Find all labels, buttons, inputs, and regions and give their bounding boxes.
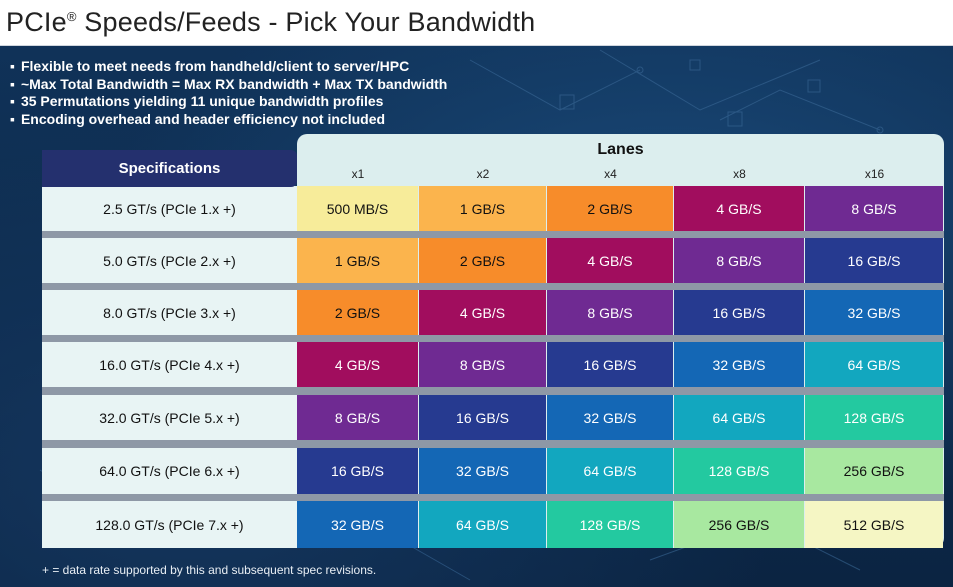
bandwidth-cell: 64 GB/S <box>674 395 804 440</box>
bullet-item: 35 Permutations yielding 11 unique bandw… <box>10 93 447 111</box>
bandwidth-cell: 512 GB/S <box>805 501 943 548</box>
spec-cell: 64.0 GT/s (PCIe 6.x +) <box>42 448 297 494</box>
row-separator <box>42 231 944 238</box>
spec-cell: 16.0 GT/s (PCIe 4.x +) <box>42 342 297 387</box>
spec-cell: 8.0 GT/s (PCIe 3.x +) <box>42 290 297 335</box>
bandwidth-cell: 8 GB/S <box>674 238 804 283</box>
bullet-list: Flexible to meet needs from handheld/cli… <box>10 58 447 128</box>
bullet-item: ~Max Total Bandwidth = Max RX bandwidth … <box>10 76 447 94</box>
bandwidth-cell: 16 GB/S <box>297 448 418 494</box>
bandwidth-cell: 128 GB/S <box>805 395 943 440</box>
lane-label-x4: x4 <box>604 167 617 181</box>
bandwidth-cell: 32 GB/S <box>419 448 546 494</box>
bandwidth-cell: 2 GB/S <box>419 238 546 283</box>
bandwidth-cell: 32 GB/S <box>547 395 673 440</box>
row-separator <box>42 494 944 501</box>
bullet-item: Flexible to meet needs from handheld/cli… <box>10 58 447 76</box>
row-separator <box>42 283 944 290</box>
spec-cell: 128.0 GT/s (PCIe 7.x +) <box>42 501 297 548</box>
bandwidth-cell: 8 GB/S <box>419 342 546 387</box>
bandwidth-cell: 256 GB/S <box>674 501 804 548</box>
bandwidth-cell: 16 GB/S <box>547 342 673 387</box>
lanes-header: Lanes <box>597 141 644 158</box>
bullet-item: Encoding overhead and header efficiency … <box>10 111 447 129</box>
bandwidth-cell: 16 GB/S <box>419 395 546 440</box>
row-separator <box>42 440 944 448</box>
lane-label-x2: x2 <box>476 167 490 181</box>
bandwidth-cell: 64 GB/S <box>419 501 546 548</box>
bandwidth-cell: 4 GB/S <box>547 238 673 283</box>
bandwidth-cell: 2 GB/S <box>547 186 673 231</box>
slide-title: PCIe® Speeds/Feeds - Pick Your Bandwidth <box>6 7 536 37</box>
bandwidth-cell: 1 GB/S <box>419 186 546 231</box>
bandwidth-cell: 2 GB/S <box>297 290 418 335</box>
bandwidth-cell: 500 MB/S <box>297 186 418 231</box>
lane-label-x1: x1 <box>351 167 365 181</box>
bandwidth-cell: 4 GB/S <box>419 290 546 335</box>
spec-cell: 2.5 GT/s (PCIe 1.x +) <box>42 186 297 231</box>
spec-cell: 5.0 GT/s (PCIe 2.x +) <box>42 238 297 283</box>
bandwidth-cell: 128 GB/S <box>674 448 804 494</box>
title-bar: PCIe® Speeds/Feeds - Pick Your Bandwidth <box>0 0 953 46</box>
bandwidth-cell: 8 GB/S <box>547 290 673 335</box>
bandwidth-cell: 16 GB/S <box>674 290 804 335</box>
bandwidth-cell: 32 GB/S <box>674 342 804 387</box>
bandwidth-cell: 32 GB/S <box>805 290 943 335</box>
bandwidth-cell: 64 GB/S <box>805 342 943 387</box>
lane-label-x16: x16 <box>864 167 885 181</box>
row-separator <box>42 387 944 395</box>
bandwidth-cell: 32 GB/S <box>297 501 418 548</box>
bandwidth-cell: 1 GB/S <box>297 238 418 283</box>
bandwidth-cell: 128 GB/S <box>547 501 673 548</box>
bandwidth-cell: 8 GB/S <box>297 395 418 440</box>
specifications-header: Specifications <box>42 150 297 187</box>
bandwidth-cell: 64 GB/S <box>547 448 673 494</box>
spec-cell: 32.0 GT/s (PCIe 5.x +) <box>42 395 297 440</box>
bandwidth-cell: 8 GB/S <box>805 186 943 231</box>
lane-label-x8: x8 <box>733 167 746 181</box>
bandwidth-cell: 4 GB/S <box>674 186 804 231</box>
row-separator <box>42 335 944 342</box>
bandwidth-cell: 256 GB/S <box>805 448 943 494</box>
footnote: + = data rate supported by this and subs… <box>42 563 377 577</box>
bandwidth-cell: 16 GB/S <box>805 238 943 283</box>
bandwidth-cell: 4 GB/S <box>297 342 418 387</box>
